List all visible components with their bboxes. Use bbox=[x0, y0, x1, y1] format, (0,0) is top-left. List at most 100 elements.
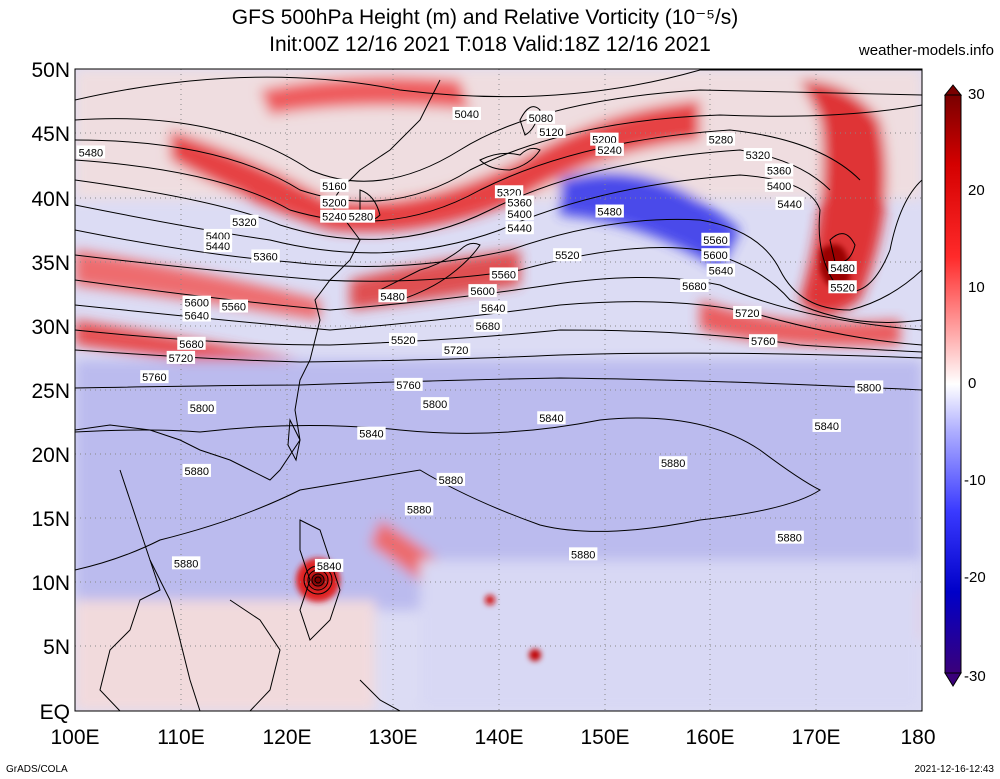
contour-label-bg bbox=[743, 148, 773, 162]
contour-label-bg bbox=[320, 209, 349, 223]
contour-label-bg bbox=[203, 228, 233, 242]
lat-label: 30N bbox=[31, 316, 70, 339]
contour-label-bg bbox=[378, 289, 407, 303]
colorbar-label: -10 bbox=[964, 472, 986, 489]
contour-label: 5880 bbox=[571, 549, 595, 561]
colorbar-bottom-arrow bbox=[944, 672, 962, 687]
contour-label-bg bbox=[706, 132, 736, 146]
contour-label: 5760 bbox=[396, 380, 420, 392]
contour-label-bg bbox=[680, 278, 709, 292]
contour-label-bg bbox=[595, 204, 624, 218]
contour-label: 5400 bbox=[767, 181, 791, 193]
contour-label: 5240 bbox=[322, 212, 346, 224]
colorbar: 30 20 10 0 -10 -20 -30 bbox=[943, 84, 986, 687]
lon-label: 170E bbox=[791, 726, 840, 749]
contour-label: 5880 bbox=[407, 504, 431, 516]
contour-label: 5880 bbox=[661, 458, 685, 470]
colorbar-label: 30 bbox=[968, 86, 985, 103]
contour-label-bg bbox=[251, 249, 280, 263]
contour-label-bg bbox=[441, 343, 471, 357]
contour-label-bg bbox=[658, 456, 688, 470]
site-name: weather-models.info bbox=[858, 42, 994, 59]
contour-label: 5360 bbox=[253, 251, 277, 263]
colorbar-label: 20 bbox=[968, 182, 985, 199]
contour-label-bg bbox=[748, 334, 778, 348]
contour-label: 5440 bbox=[206, 241, 230, 253]
contour-label: 5480 bbox=[380, 291, 404, 303]
contour-label-bg bbox=[590, 132, 619, 146]
lat-label: 45N bbox=[31, 123, 70, 146]
contour-label-bg bbox=[177, 336, 206, 350]
contour-label-bg bbox=[489, 267, 518, 281]
contour-label-bg bbox=[595, 142, 624, 156]
contour-label: 5480 bbox=[79, 147, 103, 159]
contour-label-bg bbox=[569, 547, 598, 561]
contour-label-bg bbox=[733, 305, 762, 319]
contour-label-bg bbox=[436, 472, 466, 486]
contour-label: 5120 bbox=[539, 127, 563, 139]
contour-label: 5480 bbox=[830, 263, 854, 275]
contour-label-bg bbox=[452, 106, 481, 120]
contour-label: 5520 bbox=[391, 335, 415, 347]
lon-label: 120E bbox=[262, 726, 311, 749]
vorticity-field: 5040 508051205200524052805320536054005440… bbox=[75, 69, 922, 711]
chart-title: GFS 500hPa Height (m) and Relative Vorti… bbox=[231, 6, 739, 29]
contour-label: 5680 bbox=[476, 321, 500, 333]
colorbar-label: 10 bbox=[968, 279, 985, 296]
contour-label-bg bbox=[701, 248, 730, 262]
lat-lon-grid bbox=[75, 69, 922, 711]
contour-label: 5320 bbox=[746, 150, 770, 162]
contour-label-bg bbox=[420, 397, 450, 411]
contour-label-bg bbox=[479, 300, 508, 314]
contour-label-bg bbox=[219, 299, 249, 313]
lat-label: 15N bbox=[31, 508, 70, 531]
contour-label-bg bbox=[537, 411, 566, 425]
contour-label: 5160 bbox=[322, 181, 346, 193]
colorbar-label: -30 bbox=[964, 668, 986, 685]
lat-label: 35N bbox=[31, 252, 70, 275]
contour-label-bg bbox=[357, 426, 386, 440]
lat-label: 5N bbox=[43, 636, 70, 659]
contour-label: 5560 bbox=[222, 302, 246, 314]
contour-label: 5880 bbox=[439, 475, 463, 487]
lon-label: 160E bbox=[685, 726, 734, 749]
contour-label: 5840 bbox=[317, 561, 341, 573]
contour-label: 5760 bbox=[142, 372, 166, 384]
contour-label: 5840 bbox=[814, 421, 838, 433]
contour-label: 5600 bbox=[185, 298, 209, 310]
contour-label-bg bbox=[171, 556, 201, 570]
chart-subtitle: Init:00Z 12/16 2021 T:018 Valid:18Z 12/1… bbox=[269, 33, 711, 56]
contour-label-bg bbox=[394, 377, 423, 391]
contour-label: 5640 bbox=[709, 266, 733, 278]
contour-label-bg bbox=[320, 195, 349, 209]
contour-label: 5640 bbox=[481, 303, 505, 315]
contour-label-bg bbox=[320, 178, 349, 192]
contour-label-bg bbox=[314, 558, 344, 572]
contour-label: 5760 bbox=[751, 336, 775, 348]
contour-label-bg bbox=[505, 195, 534, 209]
contour-label-bg bbox=[76, 145, 106, 159]
contour-label: 5440 bbox=[507, 223, 531, 235]
contour-label-bg bbox=[230, 214, 259, 228]
contour-label-bg bbox=[828, 280, 857, 294]
contour-label: 5880 bbox=[185, 466, 209, 478]
contour-label-bg bbox=[346, 209, 376, 223]
credit-text: GrADS/COLA bbox=[6, 764, 68, 775]
contour-label: 5040 bbox=[454, 109, 478, 121]
contour-label-bg bbox=[166, 350, 196, 364]
contour-label: 5680 bbox=[682, 281, 706, 293]
contour-label-bg bbox=[553, 248, 582, 262]
contour-label-bg bbox=[701, 232, 730, 246]
contour-label-bg bbox=[828, 261, 857, 275]
lat-label: 50N bbox=[31, 59, 70, 82]
contour-label: 5280 bbox=[709, 135, 733, 147]
contour-label-bg bbox=[473, 318, 503, 332]
colorbar-ramp bbox=[944, 94, 962, 674]
contour-label-bg bbox=[812, 418, 841, 432]
colorbar-label: 0 bbox=[968, 375, 976, 392]
contour-label: 5440 bbox=[777, 199, 801, 211]
contour-label: 5720 bbox=[169, 353, 193, 365]
lon-label: 180 bbox=[900, 726, 935, 749]
lat-label: EQ bbox=[40, 701, 70, 724]
lon-label: 130E bbox=[368, 726, 417, 749]
